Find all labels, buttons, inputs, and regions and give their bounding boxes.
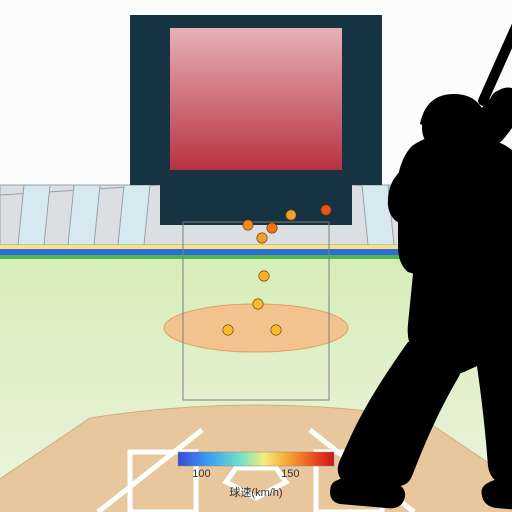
- legend-bar: [178, 452, 334, 466]
- pitch-marker: [257, 233, 267, 243]
- pitch-marker: [259, 271, 269, 281]
- pitch-marker: [267, 223, 277, 233]
- legend-tick: 150: [281, 468, 299, 480]
- scoreboard-base: [160, 185, 352, 225]
- pitch-marker: [271, 325, 281, 335]
- legend-title: 球速(km/h): [229, 485, 282, 499]
- legend-tick: 100: [192, 468, 210, 480]
- stands-gap: [68, 185, 100, 245]
- pitch-marker: [223, 325, 233, 335]
- pitch-marker: [253, 299, 263, 309]
- pitch-marker: [321, 205, 331, 215]
- pitch-marker: [243, 220, 253, 230]
- pitch-chart: 100 150 球速(km/h): [0, 0, 512, 512]
- scene-svg: 100 150 球速(km/h): [0, 0, 512, 512]
- pitch-marker: [286, 210, 296, 220]
- stands-gap: [18, 185, 50, 245]
- scoreboard-screen: [170, 28, 342, 170]
- mound: [164, 304, 348, 352]
- stands-gap: [118, 185, 150, 245]
